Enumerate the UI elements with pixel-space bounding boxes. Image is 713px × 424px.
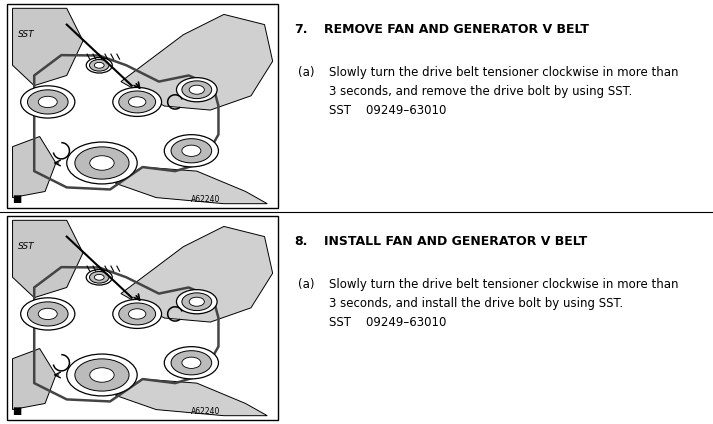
Text: 7.: 7. [294, 23, 308, 36]
Circle shape [128, 97, 146, 107]
Circle shape [94, 274, 104, 280]
Circle shape [90, 368, 114, 382]
Circle shape [176, 290, 217, 314]
Text: 3 seconds, and install the drive bolt by using SST.: 3 seconds, and install the drive bolt by… [329, 297, 624, 310]
Circle shape [189, 297, 205, 306]
Circle shape [75, 147, 129, 179]
Circle shape [75, 359, 129, 391]
Polygon shape [116, 379, 267, 416]
Circle shape [67, 354, 137, 396]
Polygon shape [13, 220, 83, 298]
Text: INSTALL FAN AND GENERATOR V BELT: INSTALL FAN AND GENERATOR V BELT [324, 235, 588, 248]
Circle shape [90, 271, 109, 283]
Text: Slowly turn the drive belt tensioner clockwise in more than: Slowly turn the drive belt tensioner clo… [329, 278, 679, 291]
Circle shape [94, 62, 104, 68]
Circle shape [182, 145, 201, 156]
Circle shape [90, 156, 114, 170]
Bar [7, 4, 278, 208]
Circle shape [90, 59, 109, 71]
Circle shape [27, 302, 68, 326]
Text: SST: SST [18, 242, 35, 251]
Text: ■: ■ [13, 194, 22, 204]
Text: SST    09249–63010: SST 09249–63010 [329, 104, 447, 117]
Circle shape [119, 303, 155, 325]
Circle shape [164, 347, 218, 379]
Text: 8.: 8. [294, 235, 308, 248]
Circle shape [176, 78, 217, 102]
Circle shape [182, 293, 212, 310]
Circle shape [39, 96, 57, 108]
Polygon shape [13, 8, 83, 86]
Circle shape [128, 309, 146, 319]
Circle shape [113, 87, 162, 117]
Polygon shape [13, 137, 56, 198]
Circle shape [113, 299, 162, 329]
Text: (a): (a) [298, 66, 314, 79]
Text: SST: SST [18, 30, 35, 39]
Circle shape [39, 308, 57, 320]
Circle shape [27, 90, 68, 114]
Text: REMOVE FAN AND GENERATOR V BELT: REMOVE FAN AND GENERATOR V BELT [324, 23, 590, 36]
Circle shape [21, 86, 75, 118]
Circle shape [164, 135, 218, 167]
Text: Slowly turn the drive belt tensioner clockwise in more than: Slowly turn the drive belt tensioner clo… [329, 66, 679, 79]
Text: 3 seconds, and remove the drive bolt by using SST.: 3 seconds, and remove the drive bolt by … [329, 85, 632, 98]
Circle shape [119, 91, 155, 113]
Text: (a): (a) [298, 278, 314, 291]
Polygon shape [116, 167, 267, 204]
Text: A62240: A62240 [191, 195, 221, 204]
Circle shape [86, 270, 112, 285]
Circle shape [21, 298, 75, 330]
Bar [7, 216, 278, 420]
Circle shape [171, 139, 212, 163]
Circle shape [189, 85, 205, 94]
Circle shape [182, 81, 212, 99]
Circle shape [171, 351, 212, 375]
Text: A62240: A62240 [191, 407, 221, 416]
Text: SST    09249–63010: SST 09249–63010 [329, 316, 447, 329]
Polygon shape [13, 349, 56, 410]
Circle shape [182, 357, 201, 368]
Circle shape [86, 58, 112, 73]
Polygon shape [121, 14, 272, 110]
Text: ■: ■ [13, 406, 22, 416]
Polygon shape [121, 226, 272, 322]
Circle shape [67, 142, 137, 184]
